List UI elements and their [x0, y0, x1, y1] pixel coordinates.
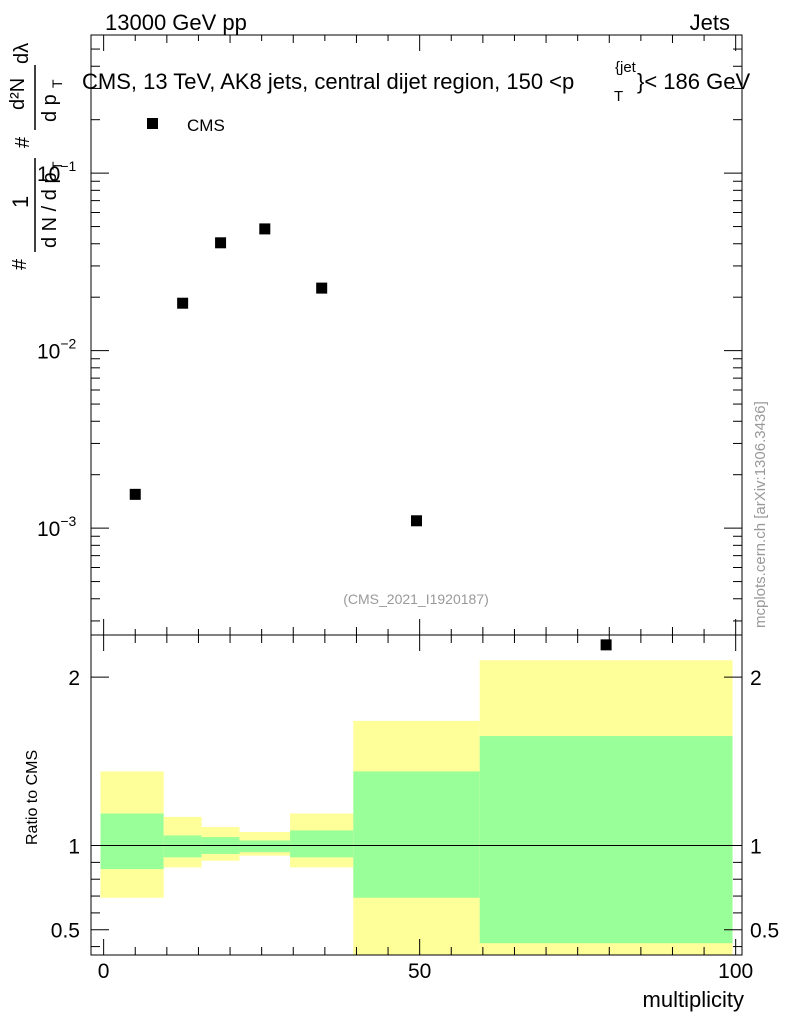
ratio-y-tick-label-left: 2: [68, 667, 80, 690]
ylabel-deriv-num: d²N: [7, 78, 29, 110]
ylabel-dlambda: dλ: [11, 43, 33, 64]
ratio-y-tick-labels: 0.5 0.5 1 1 2 2: [51, 667, 779, 943]
data-point: [259, 223, 271, 235]
ratio-band-inner: [290, 830, 354, 858]
data-point: [215, 237, 227, 249]
main-y-tick-label: 10−3: [37, 513, 77, 541]
main-y-tick-labels: 10−3 10−2 10−1: [37, 158, 77, 541]
plot-title: CMS, 13 TeV, AK8 jets, central dijet reg…: [82, 69, 574, 94]
ratio-y-tick-label-left: 0.5: [51, 920, 80, 943]
ylabel-deriv-den-sub: T: [49, 79, 65, 88]
ratio-y-axis-label: Ratio to CMS: [24, 750, 41, 845]
ylabel-frac-den-sub: T: [49, 161, 65, 170]
main-y-tick-label: 10−1: [37, 158, 77, 186]
ratio-bands: [100, 660, 733, 955]
watermark: mcplots.cern.ch [arXiv:1306.3436]: [752, 401, 769, 628]
plot-title-sup: {jet: [615, 59, 637, 76]
x-tick-label: 50: [408, 960, 431, 983]
ratio-ticks: [91, 635, 742, 955]
data-point: [600, 639, 612, 651]
data-point: [316, 282, 328, 294]
data-point: [129, 488, 141, 500]
ratio-x-tick-labels: 0 50 100: [98, 960, 753, 983]
ratio-y-tick-label-right: 1: [750, 836, 762, 859]
ratio-band-inner: [479, 736, 733, 944]
x-tick-label: 0: [98, 960, 110, 983]
main-y-ticks: [91, 48, 742, 622]
data-point: [177, 297, 189, 309]
cms-data-points: [129, 223, 612, 651]
legend-label: CMS: [187, 116, 225, 135]
plot-title-main: CMS, 13 TeV, AK8 jets, central dijet reg…: [82, 69, 574, 94]
ratio-band-inner: [163, 835, 202, 858]
ratio-y-tick-label-right: 0.5: [750, 920, 779, 943]
main-y-tick-label: 10−2: [37, 336, 77, 364]
ylabel-deriv-den: d p: [39, 94, 61, 122]
ylabel-hash1: #: [9, 258, 31, 270]
ratio-band-inner: [100, 813, 164, 870]
plot-title-sub: T: [614, 88, 623, 105]
header-right: Jets: [690, 10, 730, 35]
header-left: 13000 GeV pp: [105, 10, 247, 35]
legend-marker: [147, 118, 158, 129]
plot-title-tail: }< 186 GeV: [637, 69, 750, 94]
ylabel-hash2: #: [12, 136, 34, 148]
main-y-axis-label: # 1 d N / d p T # d²N d p T dλ: [7, 43, 65, 270]
ratio-band-inner: [239, 840, 291, 853]
x-tick-label: 100: [718, 960, 753, 983]
ratio-y-tick-label-right: 2: [750, 667, 762, 690]
ratio-plot-frame: [90, 634, 743, 956]
ratio-band-inner: [353, 771, 480, 898]
main-panel: 10−3 10−2 10−1 CMS, 13 TeV, AK8 jets, cent…: [7, 34, 750, 651]
x-axis-label: multiplicity: [643, 987, 744, 1012]
analysis-id: (CMS_2021_I1920187): [343, 591, 489, 607]
ratio-panel: 0 50 100 0.5 0.5 1 1 2 2 Ratio to CMS multiplic…: [24, 634, 779, 1012]
ylabel-frac-den: d N / d p: [39, 172, 61, 248]
main-x-ticks: [103, 35, 737, 635]
ylabel-frac-num: 1: [8, 196, 33, 208]
data-point: [411, 515, 422, 527]
ratio-y-tick-label-left: 1: [68, 836, 80, 859]
